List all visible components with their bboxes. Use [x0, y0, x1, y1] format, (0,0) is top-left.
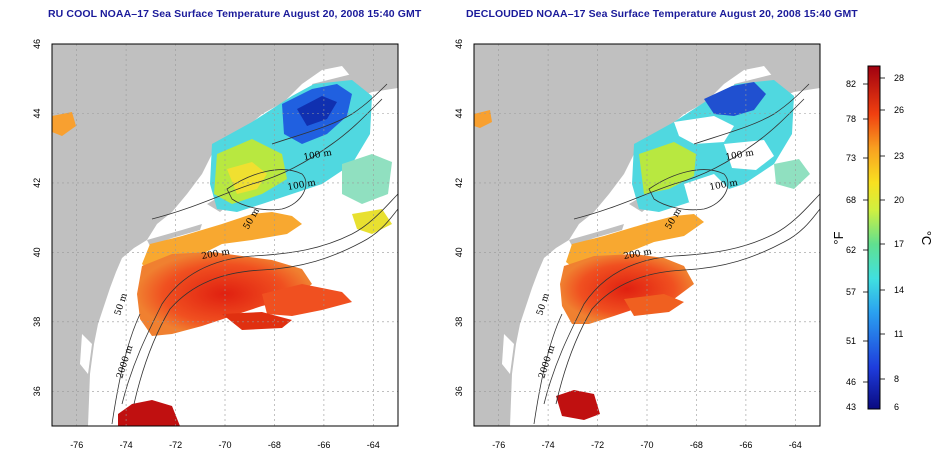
x-tick-label: -74: [120, 440, 133, 450]
y-tick-label: 36: [454, 386, 464, 396]
x-tick-label: -74: [542, 440, 555, 450]
contour-label: 100 m: [287, 178, 317, 193]
y-tick-label: 36: [32, 386, 42, 396]
fahrenheit-unit-label: °F: [831, 231, 846, 244]
x-tick-label: -72: [169, 440, 182, 450]
c-tick-label: 20: [894, 195, 904, 205]
c-tick-label: 6: [894, 402, 899, 412]
f-tick-label: 82: [846, 79, 856, 89]
x-tick-label: -76: [70, 440, 83, 450]
right-map-panel: 100 m 100 m 50 m 200 m 50 m 2000 m: [473, 43, 821, 427]
y-tick-label: 46: [32, 39, 42, 49]
y-tick-label: 46: [454, 39, 464, 49]
c-tick-label: 17: [894, 239, 904, 249]
contour-label: 200 m: [201, 247, 231, 262]
c-tick-label: 8: [894, 374, 899, 384]
x-tick-label: -68: [268, 440, 281, 450]
left-map-title: RU COOL NOAA–17 Sea Surface Temperature …: [48, 8, 422, 20]
left-x-axis: -76 -74 -72 -70 -68 -66 -64: [70, 440, 380, 450]
x-tick-label: -66: [317, 440, 330, 450]
y-tick-label: 44: [32, 108, 42, 118]
y-tick-label: 40: [32, 247, 42, 257]
fahrenheit-scale: 82 78 73 68 62 57 51 46 43: [846, 79, 856, 412]
f-tick-label: 51: [846, 336, 856, 346]
f-tick-label: 46: [846, 377, 856, 387]
celsius-unit-label: °C: [919, 231, 934, 246]
x-tick-label: -76: [492, 440, 505, 450]
contour-label: 100 m: [303, 148, 333, 163]
y-tick-label: 40: [454, 247, 464, 257]
right-y-axis: 36 38 40 42 44 46: [454, 39, 464, 396]
contour-label: 200 m: [623, 247, 653, 262]
celsius-scale: 28 26 23 20 17 14 11 8 6: [894, 73, 904, 412]
left-map-panel: 100 m 100 m 50 m 200 m 50 m 2000 m: [51, 43, 399, 427]
f-tick-label: 57: [846, 287, 856, 297]
x-tick-label: -70: [218, 440, 231, 450]
y-tick-label: 38: [454, 317, 464, 327]
y-tick-label: 38: [32, 317, 42, 327]
x-tick-label: -66: [739, 440, 752, 450]
x-tick-label: -72: [591, 440, 604, 450]
y-tick-label: 44: [454, 108, 464, 118]
right-map-title: DECLOUDED NOAA–17 Sea Surface Temperatur…: [466, 8, 858, 20]
c-tick-label: 23: [894, 151, 904, 161]
c-tick-label: 14: [894, 285, 904, 295]
left-y-axis: 36 38 40 42 44 46: [32, 39, 42, 396]
x-tick-label: -70: [640, 440, 653, 450]
c-tick-label: 28: [894, 73, 904, 83]
c-tick-label: 11: [894, 329, 903, 339]
x-tick-label: -68: [690, 440, 703, 450]
f-tick-label: 62: [846, 245, 856, 255]
x-tick-label: -64: [789, 440, 802, 450]
contour-label: 100 m: [709, 178, 739, 193]
right-x-axis: -76 -74 -72 -70 -68 -66 -64: [492, 440, 802, 450]
f-tick-label: 78: [846, 114, 856, 124]
x-tick-label: -64: [367, 440, 380, 450]
colorbar-gradient: [867, 65, 881, 410]
f-tick-label: 68: [846, 195, 856, 205]
f-tick-label: 73: [846, 153, 856, 163]
y-tick-label: 42: [454, 178, 464, 188]
f-tick-label: 43: [846, 402, 856, 412]
y-tick-label: 42: [32, 178, 42, 188]
contour-label: 100 m: [725, 148, 755, 163]
temperature-colorbar: 82 78 73 68 62 57 51 46 43 28 26 23 20 1…: [831, 65, 934, 412]
c-tick-label: 26: [894, 105, 904, 115]
